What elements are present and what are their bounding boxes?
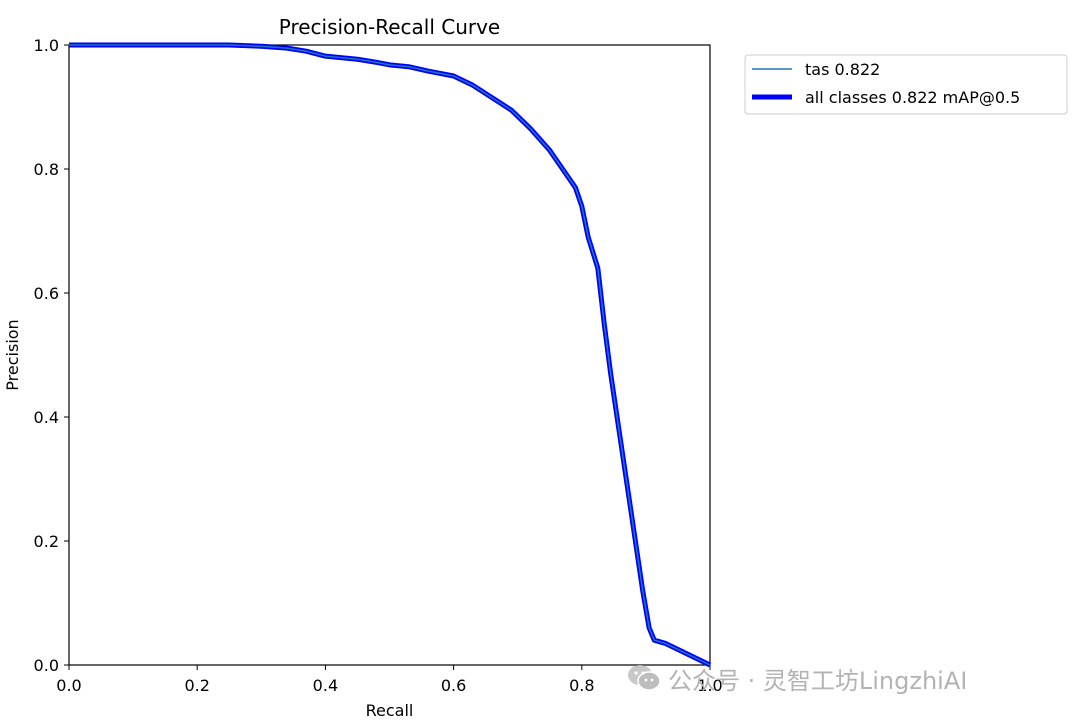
watermark: 公众号 · 灵智工坊LingzhiAI [626, 660, 967, 696]
x-tick-label: 1.0 [697, 676, 722, 695]
legend-box [744, 54, 1068, 115]
y-tick-label: 0.6 [34, 284, 59, 303]
x-axis-label: Recall [366, 701, 414, 720]
series-layer [69, 42, 712, 668]
y-axis-label: Precision [3, 319, 22, 390]
wechat-icon [628, 665, 661, 691]
watermark-text: 公众号 · 灵智工坊LingzhiAI [668, 666, 968, 695]
legend-label-all-classes: all classes 0.822 mAP@0.5 [805, 88, 1020, 107]
plot-area [68, 44, 711, 666]
x-tick-label: 0.8 [569, 676, 594, 695]
y-tick-label: 0.8 [34, 160, 59, 179]
y-tick-label: 0.4 [34, 408, 59, 427]
y-tick-label: 0.2 [34, 532, 59, 551]
x-axis-ticks: 0.0 0.2 0.4 0.6 0.8 1.0 [56, 665, 723, 695]
x-tick-label: 0.6 [441, 676, 466, 695]
y-tick-label: 1.0 [34, 36, 59, 55]
x-tick-label: 0.4 [313, 676, 338, 695]
legend: tas 0.822 all classes 0.822 mAP@0.5 [744, 54, 1068, 115]
series-line-all-classes [69, 42, 712, 668]
y-axis-ticks: 0.0 0.2 0.4 0.6 0.8 1.0 [34, 36, 69, 675]
x-tick-label: 0.2 [184, 676, 209, 695]
x-tick-label: 0.0 [56, 676, 81, 695]
series-line-tas [69, 44, 711, 666]
y-tick-label: 0.0 [34, 656, 59, 675]
legend-label-tas: tas 0.822 [805, 60, 880, 79]
chart-title: Precision-Recall Curve [279, 15, 500, 39]
